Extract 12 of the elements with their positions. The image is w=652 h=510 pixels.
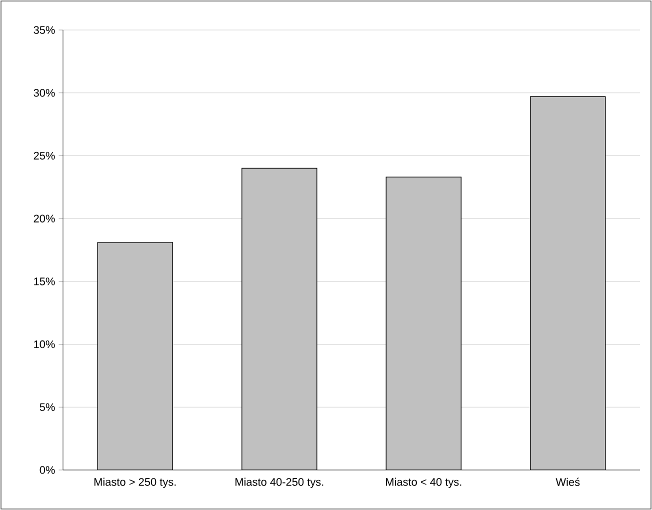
- y-tick-label: 5%: [40, 403, 55, 411]
- x-tick-label: Miasto < 40 tys.: [386, 478, 462, 488]
- y-tick-label: 25%: [34, 152, 55, 160]
- y-tick-label: 10%: [34, 340, 55, 348]
- y-tick-label: 15%: [34, 278, 55, 286]
- y-tick-label: 35%: [34, 26, 55, 34]
- x-tick-label: Miasto > 250 tys.: [94, 478, 176, 488]
- y-tick-label: 20%: [34, 214, 55, 222]
- x-tick-label: Wieś: [556, 478, 580, 486]
- x-tick-label: Miasto 40-250 tys.: [236, 478, 324, 488]
- y-tick-label: 0%: [40, 466, 55, 474]
- y-tick-label: 30%: [34, 88, 55, 97]
